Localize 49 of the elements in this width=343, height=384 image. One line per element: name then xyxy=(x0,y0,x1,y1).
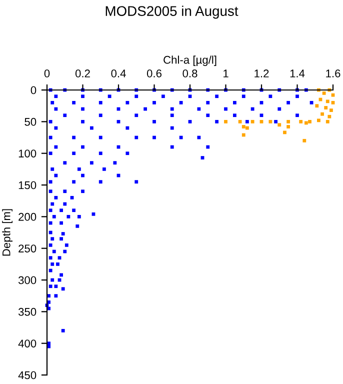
x-tick-label: 0 xyxy=(44,70,50,78)
x-tick-label: 0.4 xyxy=(111,70,126,78)
point xyxy=(326,120,330,124)
point xyxy=(317,118,320,122)
point xyxy=(326,100,330,104)
point xyxy=(331,93,335,97)
x-tick-label: 0.8 xyxy=(182,70,198,78)
point xyxy=(286,125,290,128)
point xyxy=(242,133,246,137)
y-tick-label: 400 xyxy=(18,340,36,348)
point xyxy=(268,120,272,124)
point xyxy=(283,130,286,134)
point xyxy=(328,114,332,118)
y-axis-title: Depth [m] xyxy=(2,209,12,256)
point xyxy=(224,120,228,124)
chart-title: MODS2005 in August xyxy=(106,6,238,19)
x-axis-title: Chl-a [µg/l] xyxy=(164,56,216,66)
point xyxy=(322,91,326,95)
y-tick-label: 150 xyxy=(18,181,36,190)
x-tick-label: 1.2 xyxy=(254,70,269,78)
point xyxy=(330,108,333,112)
y-tick-label: 250 xyxy=(18,244,36,252)
point xyxy=(286,120,290,124)
point xyxy=(238,120,242,124)
y-tick-label: 0 xyxy=(30,86,36,94)
y-tick-label: 50 xyxy=(24,118,36,126)
point xyxy=(320,112,324,116)
point xyxy=(324,106,328,110)
point xyxy=(299,120,303,124)
x-tick-label: 0.6 xyxy=(146,70,162,78)
x-tick-label: 1.6 xyxy=(326,70,340,78)
point xyxy=(304,121,308,125)
point xyxy=(308,120,312,124)
y-tick-label: 450 xyxy=(18,371,36,380)
point xyxy=(250,120,254,124)
point xyxy=(331,100,335,104)
x-tick-label: 1 xyxy=(224,70,228,78)
point xyxy=(302,138,306,142)
y-tick-label: 200 xyxy=(18,212,36,221)
y-tick-label: 300 xyxy=(18,276,36,284)
point xyxy=(246,126,249,130)
y-tick-label: 350 xyxy=(18,308,36,316)
x-tick-label: 0.2 xyxy=(75,70,90,78)
y-tick-label: 100 xyxy=(18,150,36,158)
point xyxy=(260,120,264,124)
point xyxy=(242,125,246,128)
point xyxy=(315,104,319,108)
point xyxy=(278,123,282,127)
x-tick-label: 1.4 xyxy=(290,70,305,78)
